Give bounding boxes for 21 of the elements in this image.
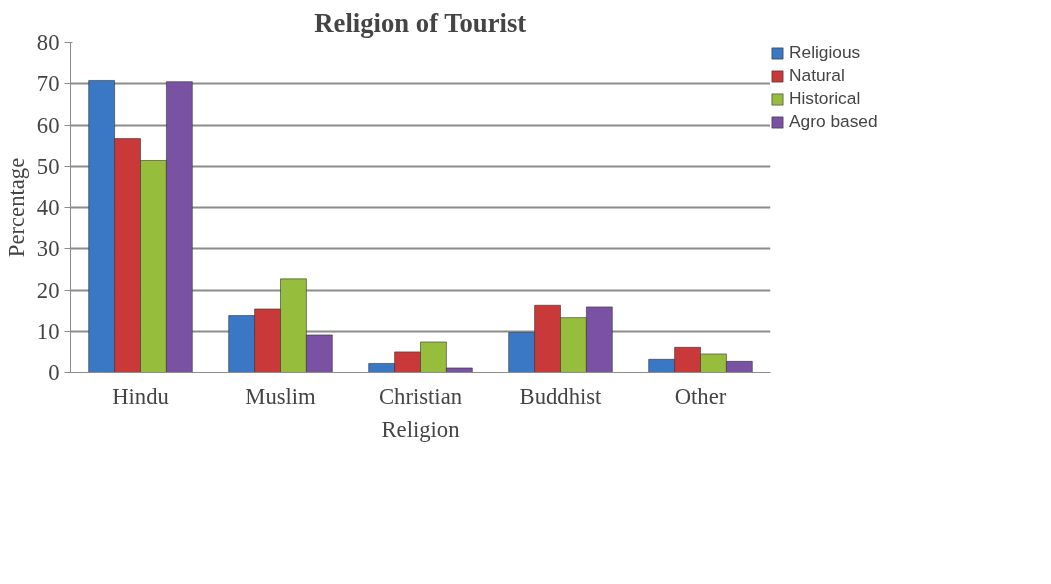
legend-label: Religious bbox=[789, 42, 861, 63]
y-tick-label: 30 bbox=[36, 236, 60, 262]
x-tick-label: Buddhist bbox=[519, 383, 603, 409]
y-tick-label: 70 bbox=[36, 71, 60, 97]
y-axis-title: Percentage bbox=[3, 157, 29, 258]
legend-label: Natural bbox=[789, 65, 845, 86]
y-tick-label: 60 bbox=[36, 112, 60, 138]
x-tick-label: Other bbox=[674, 383, 727, 409]
y-tick-label: 40 bbox=[36, 195, 60, 220]
y-tick-label: 80 bbox=[36, 30, 60, 55]
x-tick-label: Hindu bbox=[112, 383, 169, 409]
legend-label: Agro based bbox=[789, 111, 878, 132]
y-tick-label: 50 bbox=[36, 153, 60, 179]
x-tick-label: Muslim bbox=[245, 383, 317, 409]
y-tick-label: 20 bbox=[36, 277, 60, 303]
y-tick-label: 10 bbox=[36, 318, 60, 344]
legend-label: Historical bbox=[789, 88, 861, 109]
chart-title: Religion of Tourist bbox=[314, 7, 527, 38]
x-axis-title: Religion bbox=[381, 416, 460, 442]
y-tick-label: 0 bbox=[48, 360, 60, 385]
x-tick-label: Christian bbox=[378, 383, 463, 409]
